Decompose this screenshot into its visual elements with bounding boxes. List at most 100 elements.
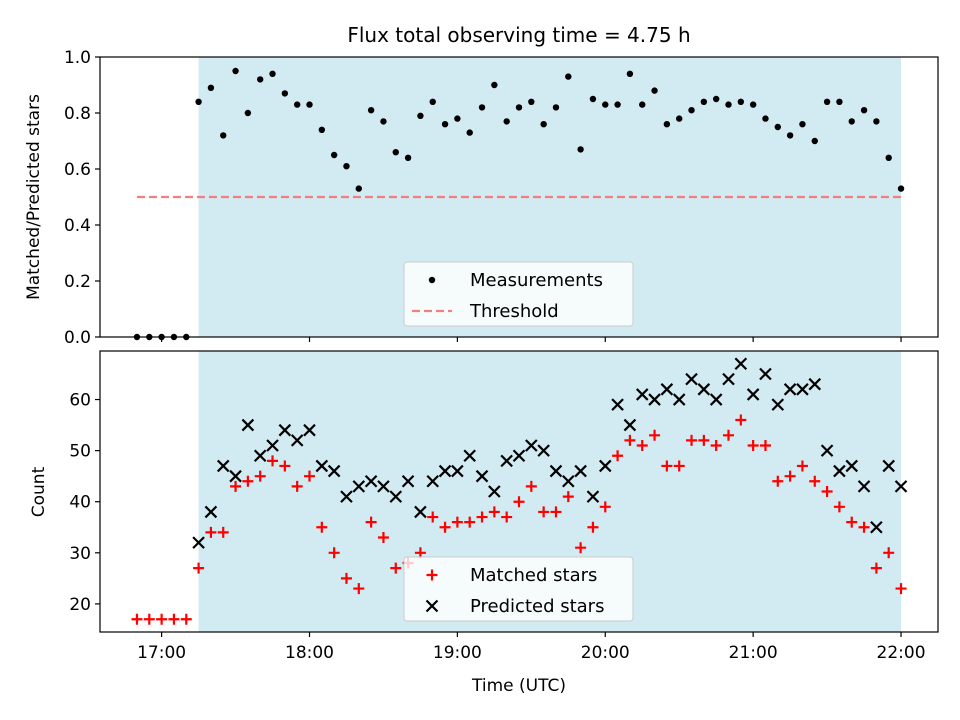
predicted-star-point (796, 383, 809, 396)
legend-box (403, 556, 634, 622)
predicted-star-point (315, 459, 329, 473)
measurement-point (897, 185, 905, 192)
matched-star-point (476, 511, 488, 523)
measurement-point (577, 146, 584, 153)
matched-star-point (513, 496, 525, 508)
predicted-star-point (512, 449, 526, 463)
matched-star-point (673, 460, 685, 472)
measurement-point (207, 84, 215, 92)
matched-star-point (833, 501, 845, 513)
legend-matched-marker (426, 569, 438, 581)
predicted-star-point (377, 480, 390, 493)
matched-star-point (143, 613, 155, 625)
matched-star-point (193, 562, 205, 574)
predicted-star-point (734, 357, 748, 371)
predicted-star-point (488, 485, 501, 498)
predicted-star-point (475, 469, 489, 483)
y-tick-label: 0.8 (64, 104, 91, 124)
matched-star-point (242, 475, 254, 487)
y-tick-label: 0.4 (64, 216, 91, 236)
predicted-star-point (352, 480, 366, 493)
measurement-point (811, 137, 818, 145)
measurement-point (281, 90, 289, 97)
matched-star-point (809, 475, 821, 487)
measurement-point (651, 87, 658, 94)
measurement-point (269, 70, 276, 78)
legend-predicted-marker (425, 599, 439, 613)
predicted-star-point (438, 464, 452, 478)
predicted-star-point (783, 383, 797, 396)
x-axis-label: Time (UTC) (471, 676, 566, 696)
matched-star-point (414, 547, 426, 559)
matched-star-point (686, 434, 698, 446)
matched-star-point (895, 583, 907, 595)
matched-star-point (612, 450, 624, 462)
y-tick-label: 20 (69, 595, 91, 615)
measurement-point (392, 149, 399, 156)
matched-star-point (883, 547, 895, 559)
measurement-point (528, 98, 535, 106)
matched-star-point (624, 434, 636, 446)
measurement-point (602, 101, 609, 108)
measurement-point (712, 95, 720, 103)
legend: Matched stars Predicted stars (403, 556, 634, 622)
measurement-point (589, 95, 597, 103)
matched-star-point (427, 511, 439, 523)
matched-star-point (858, 521, 870, 533)
measurement-point (515, 104, 523, 111)
matched-star-point (501, 511, 513, 523)
legend: Measurements Threshold (403, 261, 634, 327)
matched-star-point (168, 613, 180, 625)
measurement-point (565, 73, 572, 80)
measurement-point (343, 163, 350, 170)
measurement-point (306, 101, 313, 108)
matched-star-point (267, 455, 279, 467)
predicted-star-point (771, 398, 785, 411)
predicted-star-point (525, 439, 538, 452)
matched-star-point (180, 613, 192, 625)
matched-star-point (698, 434, 710, 446)
matched-star-point (230, 480, 242, 492)
measurement-point (417, 112, 424, 120)
measurement-point (639, 101, 646, 108)
y-tick-label: 30 (69, 544, 91, 564)
measurement-point (762, 115, 769, 122)
predicted-star-point (229, 469, 242, 483)
top-plot-panel: 0.0 0.2 0.4 0.6 0.8 1.0 Measurements Threshold (64, 48, 939, 348)
predicted-star-point (635, 388, 649, 401)
predicted-star-point (722, 372, 735, 386)
matched-star-point (710, 440, 722, 452)
measurement-point (676, 115, 683, 122)
legend-measurements-marker (428, 276, 436, 284)
matched-star-point (796, 460, 808, 472)
measurement-point (503, 118, 510, 125)
matched-star-point (205, 526, 217, 538)
x-tick-label: 18:00 (285, 643, 334, 663)
measurement-point (860, 107, 868, 114)
predicted-star-point (241, 418, 255, 432)
matched-star-point (254, 470, 266, 482)
matched-star-point (661, 460, 673, 472)
matched-star-point (131, 613, 143, 625)
measurement-point (318, 126, 326, 133)
measurement-point (737, 98, 745, 106)
predicted-star-point (746, 388, 760, 401)
predicted-star-point (598, 459, 612, 473)
measurement-point (663, 121, 671, 128)
predicted-star-point (611, 398, 624, 411)
predicted-star-point (290, 434, 304, 447)
predicted-star-point (882, 459, 895, 473)
top-y-axis-label: Matched/Predicted stars (24, 94, 44, 300)
y-tick-label: 0.6 (64, 160, 91, 180)
matched-star-point (390, 562, 402, 574)
measurement-point (404, 154, 412, 161)
measurement-point (540, 121, 547, 128)
measurement-point (195, 98, 202, 106)
measurement-point (552, 104, 560, 111)
legend-label: Predicted stars (470, 596, 604, 617)
predicted-star-point (586, 490, 600, 503)
matched-star-point (723, 429, 734, 441)
predicted-star-point (278, 423, 292, 437)
measurement-point (786, 132, 794, 139)
measurement-point (466, 129, 473, 136)
